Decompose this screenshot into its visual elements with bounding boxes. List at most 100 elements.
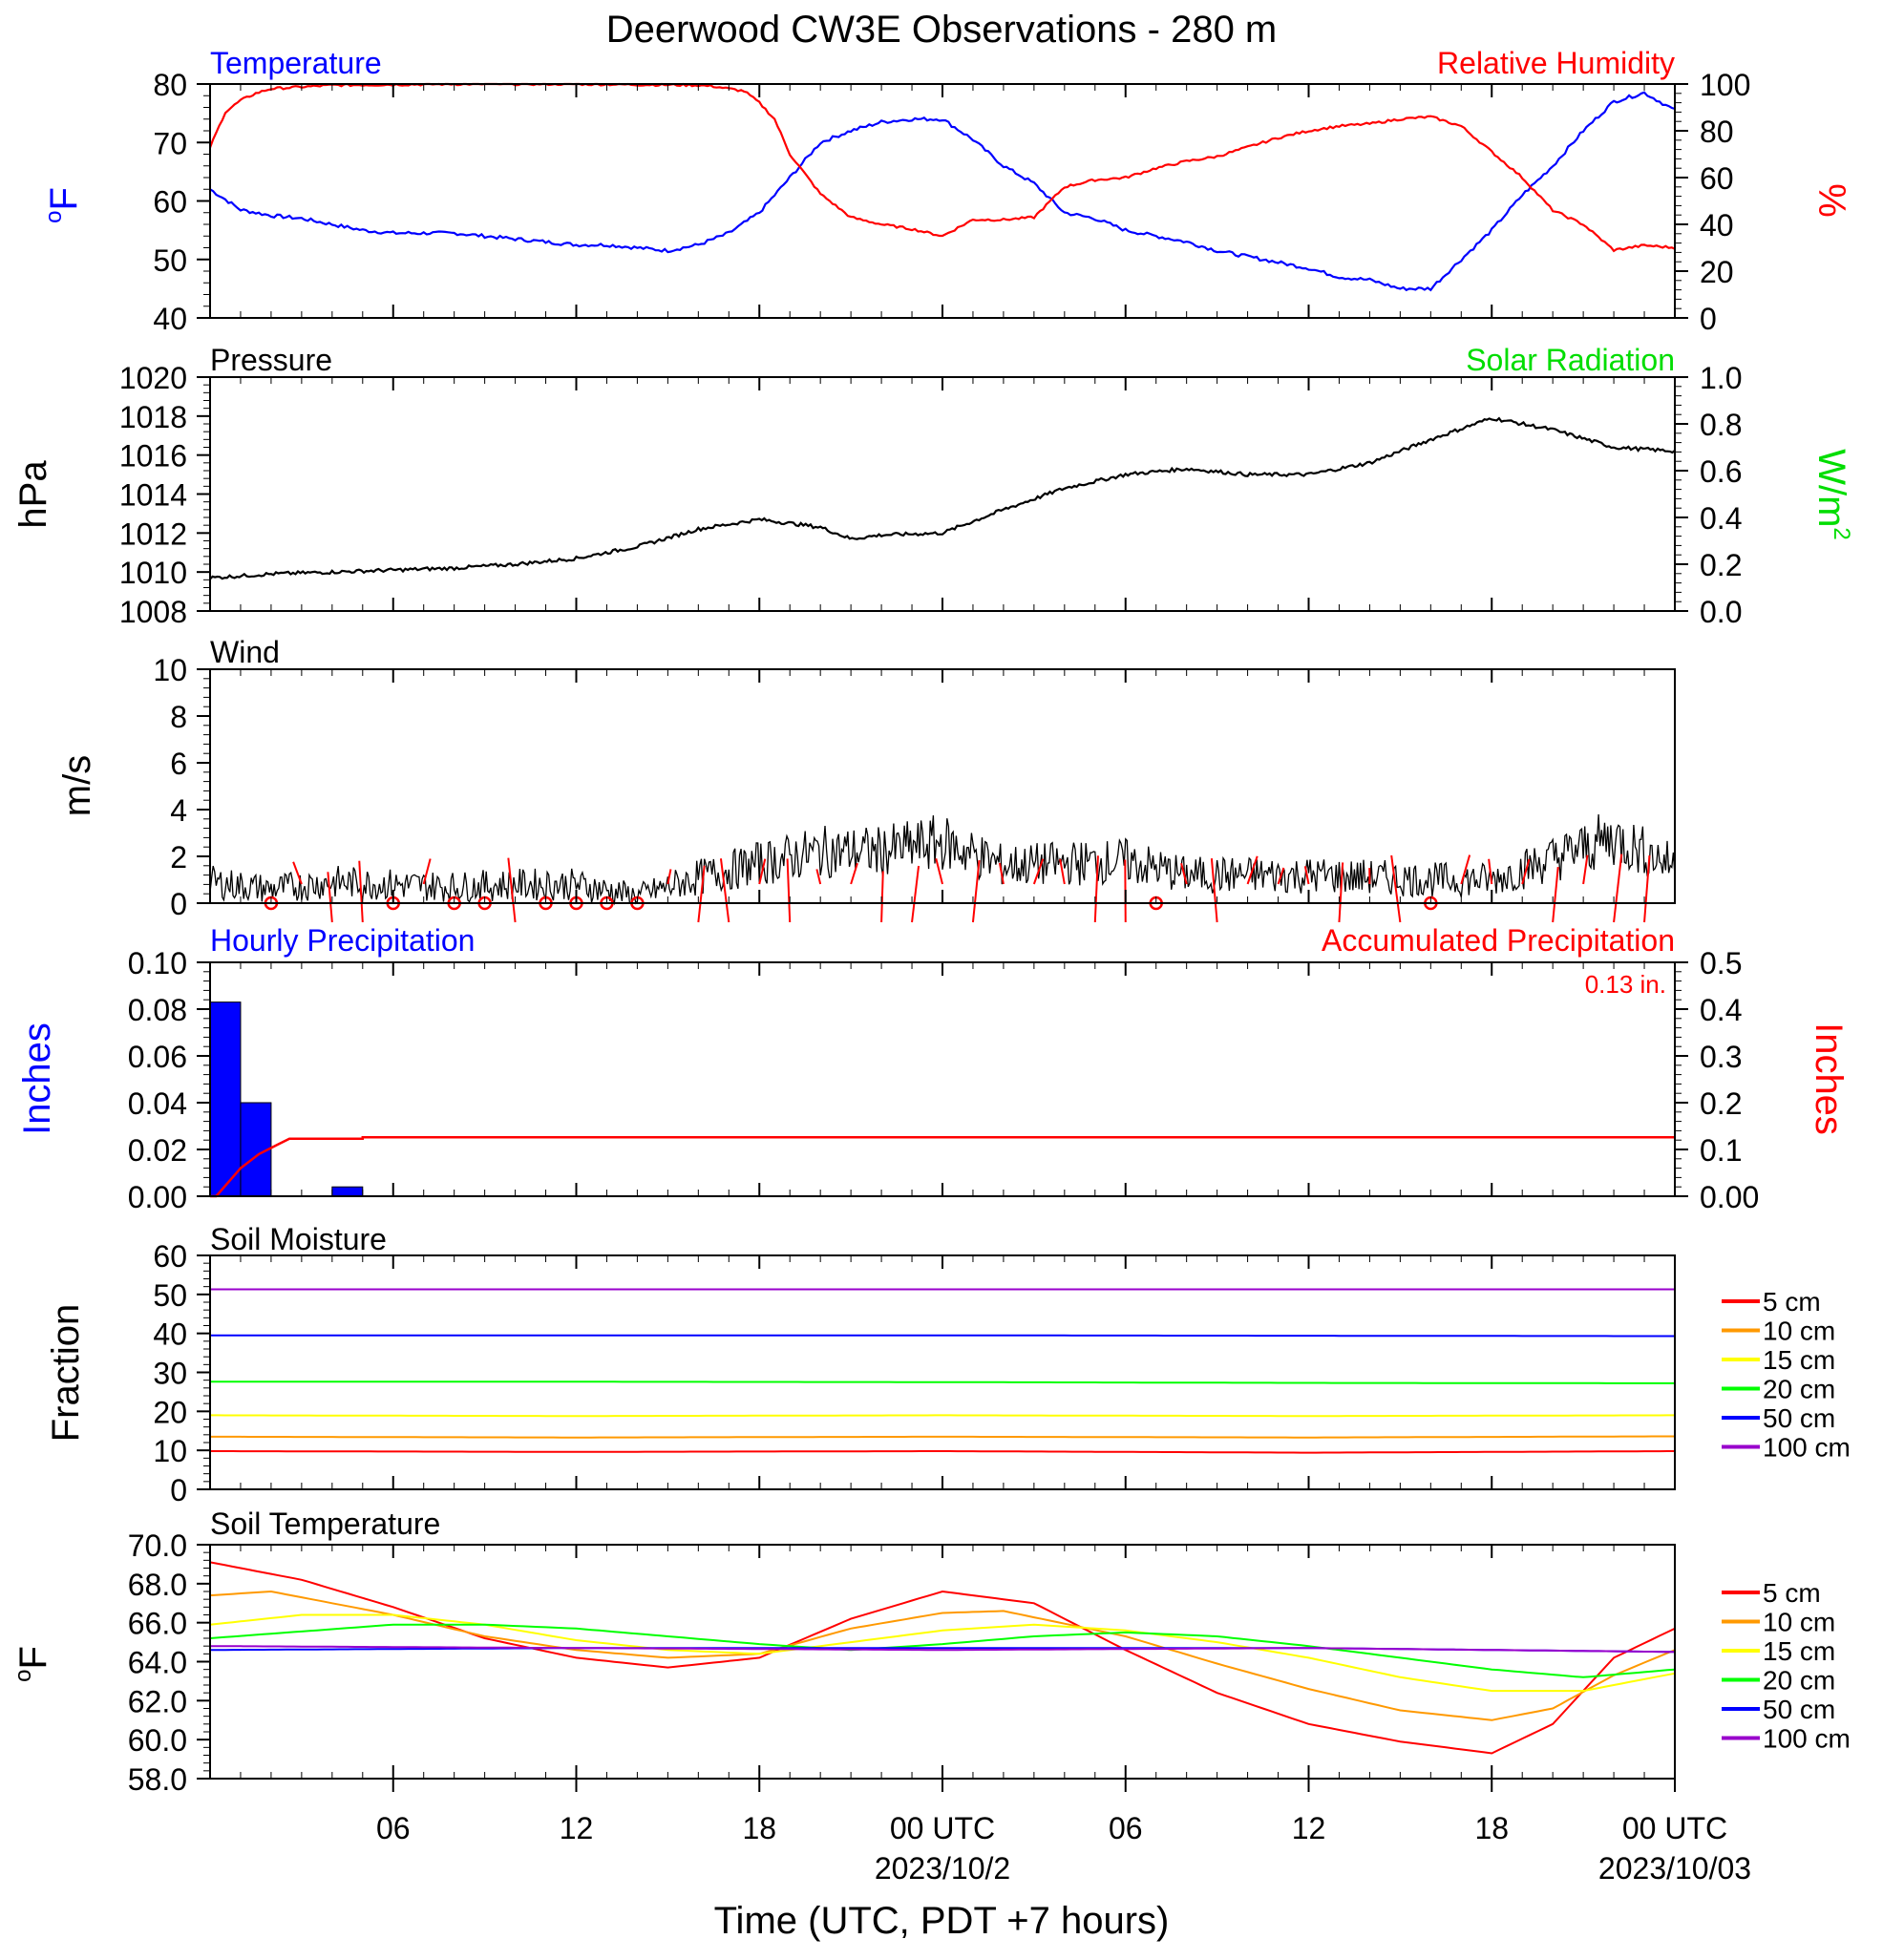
wind-barb xyxy=(1643,854,1651,923)
wind-barb xyxy=(998,862,1005,885)
soil-temp-unit-degree: o xyxy=(11,1670,36,1682)
legend-label: 5 cm xyxy=(1763,1287,1821,1317)
soil-temp-tick-label: 66.0 xyxy=(128,1607,187,1641)
pressure-tick-label: 1014 xyxy=(119,478,187,513)
solar-tick-label: 0.2 xyxy=(1700,548,1742,582)
legend-label: 50 cm xyxy=(1763,1403,1835,1433)
svg-text:oF: oF xyxy=(41,187,85,223)
pressure-unit-label: hPa xyxy=(12,460,54,529)
solar-tick-label: 0.6 xyxy=(1700,454,1742,489)
pressure-tick-label: 1018 xyxy=(119,400,187,434)
soil-temp-tick-label: 62.0 xyxy=(128,1684,187,1718)
pressure-tick-label: 1008 xyxy=(119,595,187,629)
wind-barb xyxy=(358,860,364,923)
temperature-line xyxy=(209,91,1676,292)
wind-barb xyxy=(1552,867,1559,923)
wind-barb xyxy=(1613,854,1623,923)
pressure-line xyxy=(209,416,1676,580)
soil-temp-title: Soil Temperature xyxy=(210,1507,440,1541)
soil-moisture-line-3 xyxy=(210,1380,1675,1384)
hourly-precip-tick-label: 0.10 xyxy=(128,946,187,980)
accum-precip-tick-label: 0.3 xyxy=(1700,1040,1742,1074)
temperature-title: Temperature xyxy=(210,46,382,80)
soil-temp-line-0 xyxy=(209,1561,1676,1755)
wind-speed-line xyxy=(209,813,1676,906)
rh-unit-label: % xyxy=(1810,183,1852,218)
wind-barb xyxy=(292,861,303,885)
legend-label: 15 cm xyxy=(1763,1636,1835,1666)
soil-moisture-line-2 xyxy=(210,1414,1675,1418)
wind-tick-label: 6 xyxy=(170,747,187,781)
temp-tick-label: 80 xyxy=(153,68,187,102)
solar-tick-label: 0.4 xyxy=(1700,501,1742,536)
panel-precip: Hourly Precipitation Accumulated Precipi… xyxy=(16,923,1850,1214)
hourly-precip-tick-label: 0.00 xyxy=(128,1180,187,1214)
soil-temp-line-5 xyxy=(210,1645,1676,1654)
rh-tick-label: 40 xyxy=(1700,208,1734,242)
x-date-label: 2023/10/2 xyxy=(875,1851,1010,1886)
soil-temp-tick-label: 58.0 xyxy=(128,1762,187,1797)
hourly-precip-bar xyxy=(209,1001,242,1197)
svg-text:oF: oF xyxy=(11,1646,54,1682)
x-axis: 06 12 18 00 UTC 2023/10/2 06 12 18 00 UTC 2023/10… xyxy=(209,84,1751,1886)
soil-moisture-tick-label: 20 xyxy=(153,1395,187,1429)
legend-label: 15 cm xyxy=(1763,1345,1835,1375)
solar-unit-label: W/m2 xyxy=(1810,449,1854,540)
accum-precip-tick-label: 0.5 xyxy=(1700,946,1742,980)
accum-precip-tick-label: 0.1 xyxy=(1700,1133,1742,1168)
soil-temp-tick-label: 64.0 xyxy=(128,1646,187,1680)
accum-precip-tick-label: 0.00 xyxy=(1700,1180,1759,1214)
precip-right-unit-label: Inches xyxy=(1808,1022,1850,1135)
wind-tick-label: 10 xyxy=(153,653,187,687)
soil-moisture-tick-label: 50 xyxy=(153,1278,187,1313)
temp-tick-label: 50 xyxy=(153,243,187,278)
solar-unit-main: W/m xyxy=(1810,449,1852,527)
precip-left-unit-label: Inches xyxy=(16,1022,58,1135)
wind-barb xyxy=(1093,855,1099,923)
wind-barb xyxy=(786,858,792,923)
legend-label: 5 cm xyxy=(1763,1578,1821,1608)
soil-moisture-tick-label: 0 xyxy=(170,1473,187,1507)
x-axis-title: Time (UTC, PDT +7 hours) xyxy=(714,1900,1170,1942)
soil-moisture-tick-label: 40 xyxy=(153,1317,187,1352)
wind-unit-label: m/s xyxy=(56,755,98,816)
hourly-precip-tick-label: 0.06 xyxy=(128,1040,187,1074)
wind-barb xyxy=(1488,858,1493,885)
temp-unit-label: oF xyxy=(41,187,85,223)
wind-barb xyxy=(1032,858,1045,885)
solar-title: Solar Radiation xyxy=(1466,343,1675,377)
solar-tick-label: 1.0 xyxy=(1700,361,1742,395)
temp-unit-letter: F xyxy=(43,187,85,210)
wind-barb xyxy=(327,872,333,923)
solar-tick-label: 0.8 xyxy=(1700,408,1742,442)
temp-tick-label: 70 xyxy=(153,126,187,160)
hourly-precip-tick-label: 0.02 xyxy=(128,1133,187,1168)
precip-total-label: 0.13 in. xyxy=(1585,970,1666,999)
wind-barb xyxy=(971,859,981,923)
wind-barb xyxy=(1059,858,1066,885)
wind-tick-label: 0 xyxy=(170,887,187,921)
x-tick-label: 06 xyxy=(1109,1811,1143,1845)
soil-moisture-tick-label: 30 xyxy=(153,1357,187,1391)
rh-title: Relative Humidity xyxy=(1437,46,1675,80)
soil-temp-unit-letter: F xyxy=(12,1646,54,1669)
rh-tick-label: 60 xyxy=(1700,161,1734,196)
wind-tick-label: 8 xyxy=(170,700,187,734)
x-tick-label: 12 xyxy=(560,1811,594,1845)
x-tick-label: 18 xyxy=(742,1811,776,1845)
soil-temp-tick-label: 70.0 xyxy=(128,1528,187,1563)
wind-barb xyxy=(507,857,517,923)
soil-moisture-tick-label: 60 xyxy=(153,1239,187,1274)
soil-moisture-line-1 xyxy=(210,1435,1675,1439)
hourly-precip-tick-label: 0.08 xyxy=(128,993,187,1027)
wind-barb xyxy=(1277,867,1285,885)
wind-barb xyxy=(815,869,822,885)
solar-tick-label: 0.0 xyxy=(1700,595,1742,629)
wind-barb xyxy=(1460,854,1471,885)
wind-barb xyxy=(1246,855,1259,885)
wind-barb xyxy=(1180,862,1188,885)
wind-barb xyxy=(911,865,920,923)
legend-label: 20 cm xyxy=(1763,1666,1835,1696)
wind-barb xyxy=(935,858,943,885)
panel-pressure: Pressure Solar Radiation hPa W/m2 1020 10… xyxy=(12,343,1854,629)
